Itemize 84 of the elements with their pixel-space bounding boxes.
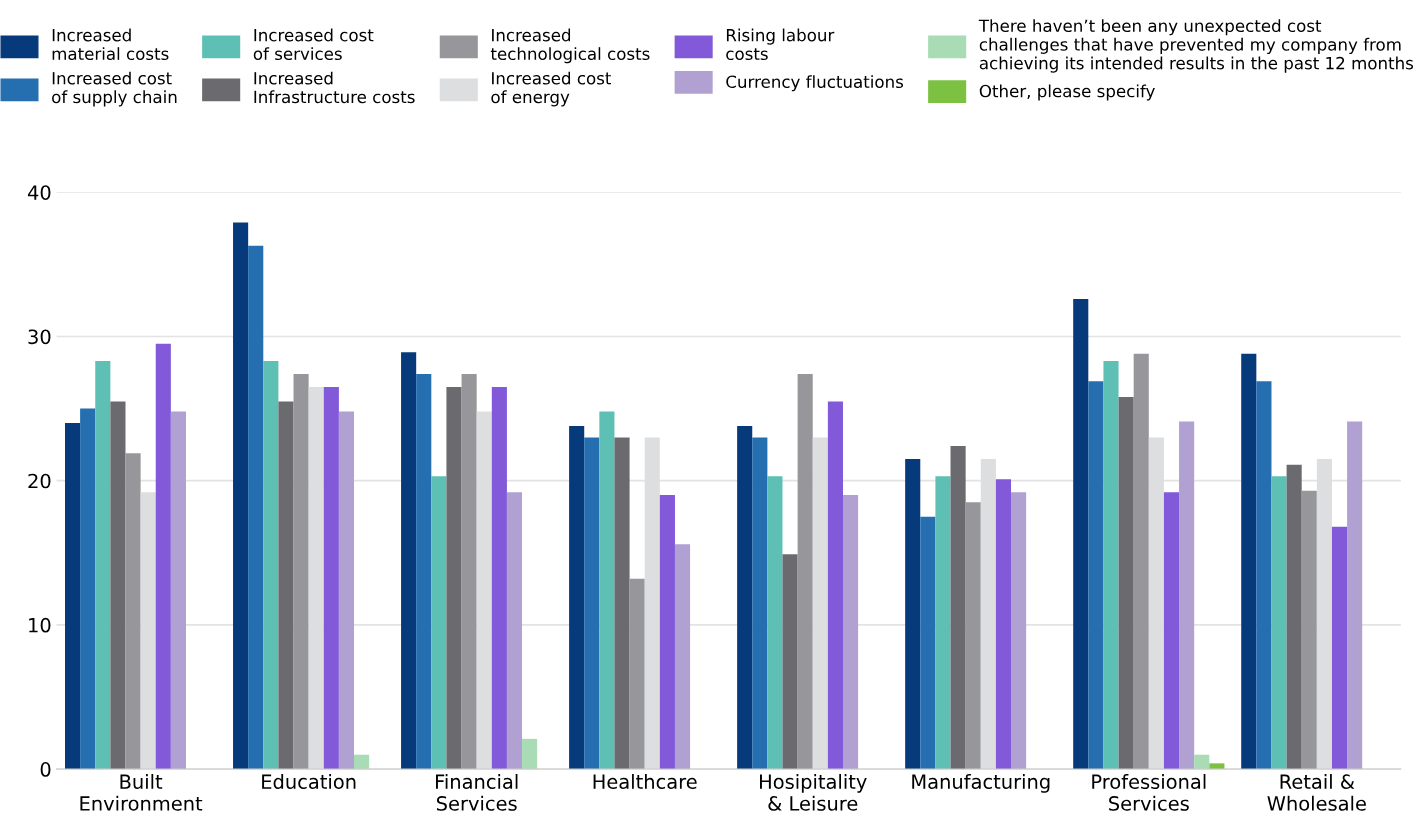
legend-label: Increased cost of supply chain xyxy=(52,71,177,107)
bar xyxy=(338,411,355,770)
bar xyxy=(1118,397,1134,770)
x-tick-label: Education xyxy=(262,773,356,790)
bar xyxy=(1301,490,1317,770)
bar xyxy=(752,437,768,770)
bar xyxy=(155,343,171,770)
bar xyxy=(584,437,600,770)
bar xyxy=(1088,381,1104,770)
bar xyxy=(263,361,279,770)
x-tick-label: Hosipitality & Leisure xyxy=(760,773,867,811)
bar xyxy=(446,386,462,770)
y-tick-label: 40 xyxy=(27,185,51,200)
legend-label: Increased technological costs xyxy=(490,28,650,64)
bar xyxy=(1163,492,1180,770)
bar xyxy=(491,386,507,770)
bar xyxy=(782,554,798,770)
bar xyxy=(905,459,921,770)
bar xyxy=(659,495,675,770)
bar xyxy=(1241,353,1257,770)
x-tick-label: Retail & Wholesale xyxy=(1267,773,1366,811)
bar xyxy=(461,373,477,770)
bar xyxy=(416,373,432,770)
bar xyxy=(1073,299,1089,770)
bar xyxy=(401,352,417,770)
bar xyxy=(965,502,981,770)
bar xyxy=(140,492,156,770)
bar xyxy=(431,476,447,770)
bar xyxy=(308,386,324,770)
bar xyxy=(95,361,111,770)
bar xyxy=(737,425,753,770)
legend-label: Increased Infrastructure costs xyxy=(254,71,415,104)
bar xyxy=(65,423,81,770)
bar xyxy=(995,479,1012,770)
bar xyxy=(522,738,538,770)
bar xyxy=(125,453,141,770)
bar xyxy=(233,222,249,770)
bar xyxy=(1179,421,1195,770)
bar xyxy=(476,411,492,770)
bar xyxy=(248,245,264,770)
bar xyxy=(293,373,309,770)
bar xyxy=(278,401,294,770)
bar xyxy=(1133,353,1149,770)
bar xyxy=(1331,526,1348,770)
bar xyxy=(842,495,859,770)
bar xyxy=(767,476,783,770)
bar xyxy=(506,492,523,770)
bar xyxy=(614,437,630,770)
bar xyxy=(569,425,585,770)
bar xyxy=(1011,492,1027,770)
bar xyxy=(170,411,186,770)
x-tick-label: Healthcare xyxy=(593,773,697,790)
bar xyxy=(950,446,966,770)
legend-label: There haven’t been any unexpected cost challenges that have prevented my company from achieving its intended results in the past 12 months xyxy=(978,19,1414,73)
bar xyxy=(599,411,615,770)
legend-label: Increased cost of services xyxy=(253,28,374,61)
bar xyxy=(323,386,339,770)
legend-label: Other, please specify xyxy=(979,84,1155,101)
bar xyxy=(80,408,96,770)
bar xyxy=(1103,361,1119,770)
legend-label: Increased cost of energy xyxy=(491,71,612,107)
bar xyxy=(1286,464,1302,770)
y-tick-label: 30 xyxy=(28,329,51,345)
bar xyxy=(920,516,936,770)
bar xyxy=(797,373,813,770)
legend-label: Increased material costs xyxy=(52,28,169,61)
x-tick-label: Professional Services xyxy=(1092,773,1206,811)
bar xyxy=(827,401,843,770)
bar xyxy=(674,544,691,770)
y-tick-label: 20 xyxy=(28,473,51,489)
bar xyxy=(629,578,645,770)
x-tick-label: Built Environment xyxy=(80,773,203,811)
bar xyxy=(812,437,828,770)
bar xyxy=(1347,421,1363,770)
legend-label: Rising labour costs xyxy=(726,28,835,61)
bar xyxy=(110,401,126,770)
x-tick-label: Financial Services xyxy=(436,773,518,811)
y-tick-label: 10 xyxy=(29,617,51,633)
legend-label: Currency fluctuations xyxy=(726,75,904,92)
y-tick-label: 0 xyxy=(40,762,51,777)
bar xyxy=(1271,476,1287,770)
bar xyxy=(935,476,951,770)
x-tick-label: Manufacturing xyxy=(912,773,1050,793)
bar xyxy=(1256,381,1272,770)
